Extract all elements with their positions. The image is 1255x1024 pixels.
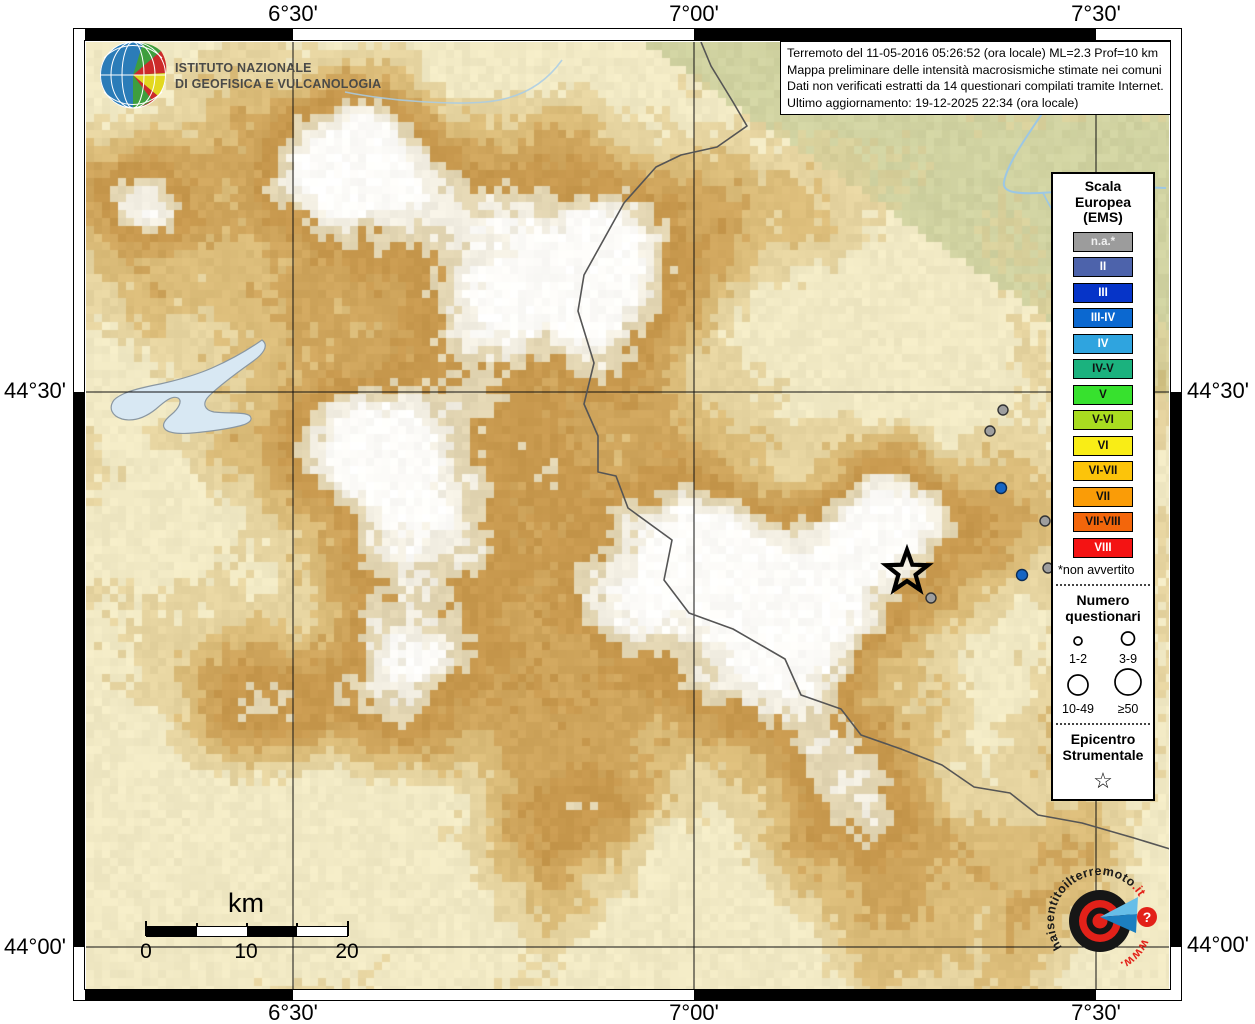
- longitude-label: 7°30': [1071, 1, 1121, 26]
- frame-band: [1170, 392, 1181, 947]
- frame-band: [1170, 41, 1181, 392]
- latitude-label: 44°30': [1187, 378, 1249, 403]
- legend-scale-title: Scala Europea (EMS): [1074, 178, 1131, 225]
- map-frame-outer: [73, 28, 1182, 1001]
- info-line-data-source: Dati non verificati estratti da 14 quest…: [787, 79, 1164, 94]
- scalebar-number: 0: [140, 940, 152, 963]
- legend-footnote: *non avvertito: [1058, 563, 1135, 577]
- scalebar-segment: [197, 927, 247, 936]
- ems-swatch: III-IV: [1073, 308, 1133, 328]
- frame-band: [293, 29, 694, 41]
- scalebar-tick: [296, 923, 298, 927]
- frame-band: [85, 990, 293, 1001]
- ems-swatch: V: [1073, 384, 1133, 405]
- ems-scale-swatches: n.a.* II III III-IV IV IV-V V V-VI VI VI-VII VII VI…: [1053, 231, 1153, 558]
- frame-band: [74, 947, 85, 990]
- questionnaire-size-item: ≥50: [1111, 667, 1145, 716]
- ems-swatch: II: [1073, 257, 1133, 277]
- ems-swatch: VI-VII: [1073, 461, 1133, 481]
- size-label: ≥50: [1117, 702, 1139, 716]
- map-frame-inner: [84, 40, 1171, 990]
- legend-divider: [1056, 723, 1150, 725]
- frame-band: [694, 29, 1096, 41]
- ingv-name-line2: DI GEOFISICA E VULCANOLOGIA: [175, 76, 382, 91]
- longitude-label: 6°30': [268, 1000, 318, 1024]
- scalebar-tick: [145, 921, 147, 936]
- scalebar-segment: [297, 927, 347, 936]
- info-line-event: Terremoto del 11-05-2016 05:26:52 (ora l…: [787, 46, 1159, 60]
- scalebar-tick: [347, 921, 349, 936]
- frame-band: [293, 990, 694, 1001]
- longitude-label: 6°30': [268, 1, 318, 26]
- scalebar-tick: [246, 923, 248, 927]
- ems-swatch: IV: [1073, 333, 1133, 354]
- size-circle-icon: [1120, 631, 1136, 646]
- frame-band: [74, 392, 85, 947]
- questionnaire-size-item: 1-2: [1061, 634, 1095, 666]
- legend-questionnaires-title: Numero questionari: [1065, 592, 1141, 624]
- ems-swatch: III: [1073, 282, 1133, 303]
- frame-band: [1096, 29, 1170, 41]
- size-circle-icon: [1073, 636, 1083, 646]
- scalebar-tick: [196, 923, 198, 927]
- legend-epicenter-title: Epicentro Strumentale: [1062, 731, 1144, 763]
- longitude-label: 7°00': [669, 1000, 719, 1024]
- frame-band: [694, 990, 1096, 1001]
- info-line-updated: Ultimo aggiornamento: 19-12-2025 22:34 (…: [787, 95, 1079, 110]
- frame-band: [1096, 990, 1170, 1001]
- ems-swatch: VII-VIII: [1073, 512, 1133, 532]
- latitude-label: 44°00': [4, 934, 66, 959]
- frame-band: [85, 29, 293, 41]
- latitude-label: 44°30': [4, 378, 66, 403]
- size-circle-icon: [1067, 674, 1089, 696]
- ems-swatch: n.a.*: [1073, 231, 1133, 252]
- ems-swatch: V-VI: [1073, 410, 1133, 430]
- scalebar-segment: [247, 927, 297, 936]
- scalebar-unit: km: [228, 888, 264, 918]
- scalebar-number: 20: [335, 940, 359, 963]
- size-label: 10-49: [1062, 702, 1094, 716]
- legend-panel: Scala Europea (EMS) n.a.* II III III-IV IV IV…: [1051, 172, 1155, 801]
- frame-band: [1170, 947, 1181, 990]
- size-label: 1-2: [1068, 652, 1088, 666]
- ems-swatch: VII: [1073, 486, 1133, 507]
- size-label: 3-9: [1118, 652, 1138, 666]
- latitude-label: 44°00': [1187, 932, 1249, 957]
- ingv-name-line1: ISTITUTO NAZIONALE: [175, 61, 312, 75]
- questionnaire-size-item: 10-49: [1061, 673, 1095, 716]
- legend-divider: [1056, 584, 1150, 586]
- info-line-map-type: Mappa preliminare delle intensità macros…: [787, 62, 1162, 77]
- questionnaire-size-key: 1-2 3-9 10-49 ≥50: [1053, 630, 1153, 716]
- event-info-box: Terremoto del 11-05-2016 05:26:52 (ora l…: [780, 41, 1171, 116]
- questionnaire-size-item: 3-9: [1111, 630, 1145, 666]
- ems-swatch: VI: [1073, 435, 1133, 456]
- epicenter-star-symbol: ☆: [1093, 768, 1113, 793]
- scalebar-number: 10: [234, 940, 258, 963]
- ems-swatch: VIII: [1073, 537, 1133, 558]
- frame-band: [74, 41, 85, 392]
- ingv-logo-text: ISTITUTO NAZIONALE DI GEOFISICA E VULCAN…: [175, 61, 381, 92]
- scalebar: [145, 921, 349, 937]
- scalebar-segment: [147, 927, 197, 936]
- longitude-label: 7°00': [669, 1, 719, 26]
- ems-swatch: IV-V: [1073, 359, 1133, 379]
- size-circle-icon: [1114, 668, 1142, 696]
- longitude-label: 7°30': [1071, 1000, 1121, 1024]
